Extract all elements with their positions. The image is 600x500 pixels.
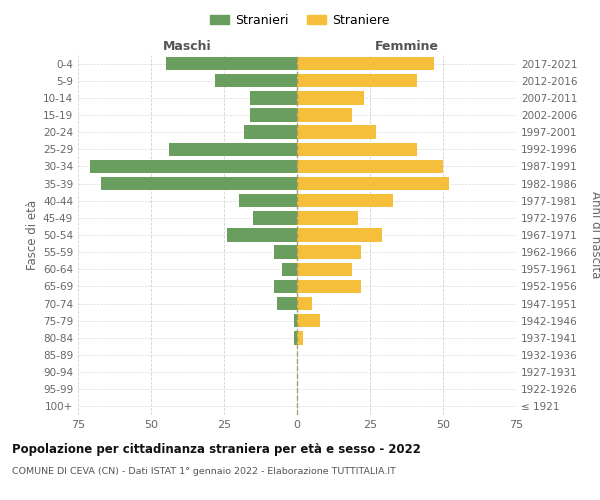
Bar [294, 331, 297, 344]
Bar [297, 262, 352, 276]
Bar [297, 57, 434, 70]
Bar [297, 228, 382, 241]
Bar [294, 314, 297, 328]
Bar [166, 57, 297, 70]
Bar [297, 126, 376, 139]
Bar [274, 280, 297, 293]
Y-axis label: Anni di nascita: Anni di nascita [589, 192, 600, 278]
Bar [250, 108, 297, 122]
Bar [297, 297, 311, 310]
Y-axis label: Fasce di età: Fasce di età [26, 200, 39, 270]
Text: COMUNE DI CEVA (CN) - Dati ISTAT 1° gennaio 2022 - Elaborazione TUTTITALIA.IT: COMUNE DI CEVA (CN) - Dati ISTAT 1° genn… [12, 468, 396, 476]
Bar [274, 246, 297, 259]
Bar [297, 142, 417, 156]
Bar [89, 160, 297, 173]
Bar [297, 74, 417, 88]
Bar [227, 228, 297, 241]
Bar [250, 91, 297, 104]
Bar [297, 194, 394, 207]
Bar [239, 194, 297, 207]
Bar [297, 91, 364, 104]
Bar [297, 246, 361, 259]
Bar [215, 74, 297, 88]
Bar [297, 314, 320, 328]
Bar [253, 211, 297, 224]
Bar [297, 211, 358, 224]
Text: Maschi: Maschi [163, 40, 212, 54]
Bar [277, 297, 297, 310]
Legend: Stranieri, Straniere: Stranieri, Straniere [205, 8, 395, 32]
Bar [101, 177, 297, 190]
Bar [244, 126, 297, 139]
Bar [297, 160, 443, 173]
Bar [297, 177, 449, 190]
Bar [297, 280, 361, 293]
Text: Femmine: Femmine [374, 40, 439, 54]
Bar [169, 142, 297, 156]
Bar [283, 262, 297, 276]
Bar [297, 331, 303, 344]
Bar [297, 108, 352, 122]
Text: Popolazione per cittadinanza straniera per età e sesso - 2022: Popolazione per cittadinanza straniera p… [12, 442, 421, 456]
